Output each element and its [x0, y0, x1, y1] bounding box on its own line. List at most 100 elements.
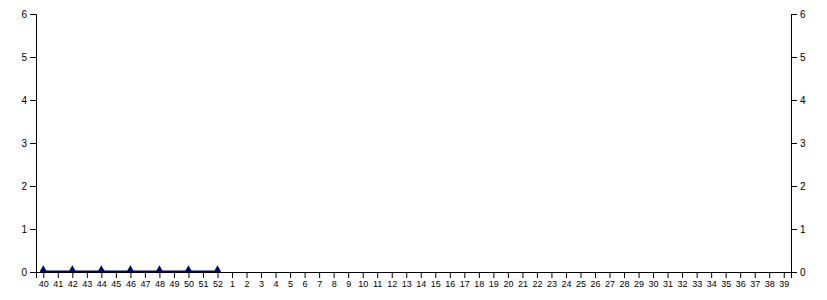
y2-axis-tick-mark	[791, 143, 797, 144]
x-tick-label: 46	[126, 279, 136, 289]
x-tick-mark	[595, 272, 596, 278]
x-tick-label: 22	[532, 279, 542, 289]
x-tick-label: 34	[707, 279, 717, 289]
y-axis-tick: 6	[21, 9, 36, 20]
y-axis: 0123456	[21, 9, 36, 278]
x-tick: 24	[561, 272, 571, 289]
y2-axis-tick-mark	[791, 57, 797, 58]
plot-area: 4041424344454647484950515212345678910111…	[21, 9, 806, 290]
y-axis-tick-label: 4	[21, 95, 27, 106]
x-tick-mark	[377, 272, 378, 278]
x-axis: 4041424344454647484950515212345678910111…	[37, 272, 792, 289]
x-tick-label: 21	[518, 279, 528, 289]
x-tick-label: 39	[779, 279, 789, 289]
x-tick: 46	[126, 272, 136, 289]
marks	[40, 265, 221, 272]
x-tick: 42	[68, 272, 78, 289]
x-tick: 20	[503, 272, 513, 289]
x-tick-label: 51	[198, 279, 208, 289]
x-tick-label: 48	[155, 279, 165, 289]
y2-axis-tick-label: 3	[800, 138, 806, 149]
x-tick-mark	[232, 272, 233, 278]
x-tick-mark	[435, 272, 436, 278]
x-tick: 16	[445, 272, 455, 289]
x-tick-mark	[305, 272, 306, 278]
x-tick: 1	[230, 272, 235, 289]
x-tick: 10	[358, 272, 368, 289]
x-tick-mark	[290, 272, 291, 278]
x-tick: 9	[346, 272, 351, 289]
x-tick-mark	[639, 272, 640, 278]
x-tick-mark	[668, 272, 669, 278]
x-tick: 25	[576, 272, 586, 289]
x-tick-mark	[116, 272, 117, 278]
x-tick: 34	[707, 272, 717, 289]
x-tick-label: 2	[245, 279, 250, 289]
x-tick: 23	[547, 272, 557, 289]
series-marker	[40, 265, 47, 272]
y-axis-tick-label: 5	[21, 52, 27, 63]
x-tick-label: 27	[605, 279, 615, 289]
y2-axis-tick: 0	[791, 267, 806, 278]
x-tick-mark	[711, 272, 712, 278]
x-tick-label: 36	[736, 279, 746, 289]
x-tick: 3	[259, 272, 264, 289]
x-tick-label: 14	[416, 279, 426, 289]
x-tick-mark	[247, 272, 248, 278]
y2-axis-tick: 2	[791, 181, 806, 192]
x-tick-label: 20	[503, 279, 513, 289]
y2-axis: 0123456	[791, 9, 806, 278]
x-tick-label: 19	[489, 279, 499, 289]
series-marker	[185, 265, 192, 272]
x-tick: 29	[634, 272, 644, 289]
x-tick: 37	[750, 272, 760, 289]
x-tick-label: 49	[169, 279, 179, 289]
chart-container: 4041424344454647484950515212345678910111…	[0, 0, 827, 300]
x-tick-label: 40	[39, 279, 49, 289]
y2-axis-tick-label: 5	[800, 52, 806, 63]
x-tick-label: 33	[692, 279, 702, 289]
x-tick-mark	[87, 272, 88, 278]
x-tick: 12	[387, 272, 397, 289]
x-tick-label: 15	[431, 279, 441, 289]
x-tick-label: 44	[97, 279, 107, 289]
x-tick-mark	[174, 272, 175, 278]
x-tick: 47	[140, 272, 150, 289]
series-marker	[214, 265, 221, 272]
x-tick-mark	[493, 272, 494, 278]
x-tick-mark	[58, 272, 59, 278]
y-axis-tick-mark	[30, 14, 36, 15]
x-tick: 28	[620, 272, 630, 289]
x-tick-label: 37	[750, 279, 760, 289]
y-axis-tick: 1	[21, 224, 36, 235]
series-marker	[127, 265, 134, 272]
x-tick-label: 7	[317, 279, 322, 289]
series-marker	[98, 265, 105, 272]
x-tick-mark	[537, 272, 538, 278]
x-tick: 50	[184, 272, 194, 289]
x-tick: 31	[663, 272, 673, 289]
x-tick-mark	[580, 272, 581, 278]
x-tick-label: 28	[620, 279, 630, 289]
x-tick: 4	[274, 272, 279, 289]
y-axis-line	[30, 15, 37, 273]
series-marker	[69, 265, 76, 272]
y-axis-tick: 3	[21, 138, 36, 149]
x-tick: 38	[765, 272, 775, 289]
x-tick: 41	[53, 272, 63, 289]
y2-axis-tick: 3	[791, 138, 806, 149]
x-tick: 6	[303, 272, 308, 289]
x-tick: 21	[518, 272, 528, 289]
x-tick: 22	[532, 272, 542, 289]
x-tick-label: 18	[474, 279, 484, 289]
series-marker	[156, 265, 163, 272]
x-tick-mark	[450, 272, 451, 278]
x-tick-mark	[610, 272, 611, 278]
y-axis-tick-mark	[30, 229, 36, 230]
x-tick-label: 32	[678, 279, 688, 289]
y2-axis-tick-mark	[791, 100, 797, 101]
x-tick-mark	[624, 272, 625, 278]
x-tick-mark	[406, 272, 407, 278]
x-tick-mark	[508, 272, 509, 278]
x-tick: 13	[402, 272, 412, 289]
